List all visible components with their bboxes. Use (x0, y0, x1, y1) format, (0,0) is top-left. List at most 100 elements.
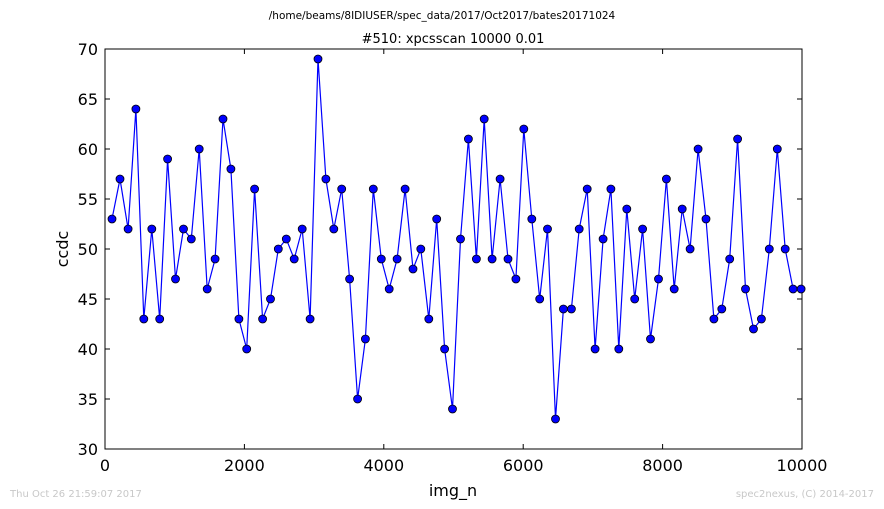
data-point (353, 394, 363, 404)
data-point (677, 204, 687, 214)
data-point (179, 224, 188, 234)
data-point (139, 314, 149, 324)
data-point (693, 144, 703, 154)
data-point (709, 314, 719, 324)
data-point (598, 234, 608, 244)
data-point (376, 254, 386, 264)
data-point (115, 174, 125, 184)
data-point (701, 214, 711, 224)
x-axis-ticks: 0 2000 4000 6000 8000 10000 (100, 49, 828, 475)
y-tick-label: 50 (78, 240, 98, 259)
x-tick-label: 10000 (777, 456, 828, 475)
data-point (749, 324, 758, 334)
data-point (780, 244, 790, 254)
data-point (131, 104, 141, 114)
data-point (194, 144, 204, 154)
data-point (210, 254, 220, 264)
data-point (511, 274, 521, 284)
footer-timestamp: Thu Oct 26 21:59:07 2017 (10, 489, 142, 500)
data-point (495, 174, 505, 184)
data-point (186, 234, 196, 244)
data-point (662, 174, 671, 184)
y-tick-label: 60 (78, 140, 98, 159)
series-markers (107, 54, 806, 424)
data-point (479, 114, 489, 124)
data-point (313, 54, 323, 64)
data-point (764, 244, 774, 254)
data-point (408, 264, 418, 274)
y-tick-label: 35 (78, 390, 98, 409)
x-tick-label: 6000 (503, 456, 544, 475)
y-tick-label: 65 (78, 90, 98, 109)
series-line (111, 58, 802, 420)
data-point (535, 294, 545, 304)
data-point (646, 334, 655, 344)
y-tick-label: 30 (78, 440, 98, 459)
y-axis-ticks: 30 35 40 45 50 55 60 65 70 (78, 40, 802, 459)
data-point (424, 314, 434, 324)
x-axis-label: img_n (429, 481, 477, 501)
data-point (772, 144, 782, 154)
data-point (717, 304, 727, 314)
data-point (685, 244, 695, 254)
data-point (574, 224, 584, 234)
y-tick-label: 45 (78, 290, 98, 309)
data-point (297, 224, 307, 234)
data-point (392, 254, 402, 264)
data-point (471, 254, 481, 264)
data-point (630, 294, 640, 304)
data-point (448, 404, 457, 414)
data-point (242, 344, 252, 354)
data-point (606, 184, 616, 194)
data-point (163, 154, 173, 164)
data-point (590, 344, 600, 354)
data-point (440, 344, 450, 354)
data-point (669, 284, 679, 294)
data-point (337, 184, 347, 194)
chart-title: #510: xpcsscan 10000 0.01 (362, 32, 545, 47)
data-point (384, 284, 394, 294)
data-point (155, 314, 165, 324)
data-point (123, 224, 133, 234)
data-point (218, 114, 228, 124)
data-point (463, 134, 473, 144)
x-tick-label: 4000 (363, 456, 404, 475)
x-tick-label: 8000 (642, 456, 683, 475)
data-point (289, 254, 299, 264)
data-point (202, 284, 212, 294)
data-point (226, 164, 236, 174)
x-tick-label: 0 (100, 456, 110, 475)
data-point (400, 184, 410, 194)
footer-credit: spec2nexus, (C) 2014-2017 (735, 489, 874, 500)
data-point (741, 284, 750, 294)
y-tick-label: 70 (78, 40, 98, 59)
data-point (543, 224, 552, 234)
data-point (281, 234, 291, 244)
data-point (487, 254, 497, 264)
data-point (368, 184, 378, 194)
y-tick-label: 40 (78, 340, 98, 359)
data-point (345, 274, 355, 284)
data-point (250, 184, 260, 194)
data-point (788, 284, 798, 294)
data-point (273, 244, 283, 254)
data-point (582, 184, 592, 194)
data-point (234, 314, 244, 324)
data-point (567, 304, 576, 314)
x-tick-label: 2000 (224, 456, 265, 475)
data-point (329, 224, 339, 234)
data-point (559, 304, 568, 314)
data-point (360, 334, 370, 344)
data-point (432, 214, 442, 224)
data-point (622, 204, 632, 214)
data-point (107, 214, 117, 224)
data-point (654, 274, 663, 284)
data-point (305, 314, 315, 324)
data-point (519, 124, 529, 134)
data-point (321, 174, 331, 184)
data-point (258, 314, 268, 324)
data-point (614, 344, 624, 354)
data-point (733, 134, 742, 144)
data-point (725, 254, 735, 264)
